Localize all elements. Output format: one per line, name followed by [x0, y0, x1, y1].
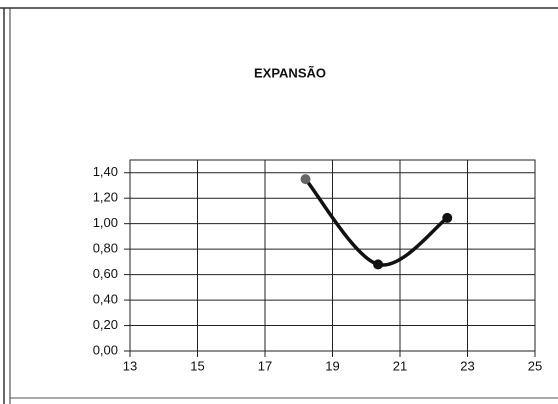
marker — [300, 174, 311, 185]
y-tick-label: 1,40 — [93, 164, 118, 179]
y-tick-label: 0,00 — [93, 342, 118, 357]
y-tick-label: 0,60 — [93, 266, 118, 281]
x-tick-label: 23 — [460, 358, 474, 373]
y-tick-label: 1,00 — [93, 215, 118, 230]
x-tick-label: 15 — [190, 358, 204, 373]
x-tick-label: 25 — [528, 358, 542, 373]
series-line — [304, 177, 449, 267]
marker — [373, 259, 384, 270]
chart-title: EXPANSÃO — [254, 65, 326, 80]
x-tick-label: 19 — [325, 358, 339, 373]
marker — [442, 212, 453, 223]
x-tick-label: 13 — [123, 358, 137, 373]
x-tick-label: 17 — [258, 358, 272, 373]
y-tick-label: 0,40 — [93, 292, 118, 307]
y-tick-label: 0,80 — [93, 241, 118, 256]
x-tick-label: 21 — [393, 358, 407, 373]
y-tick-label: 1,20 — [93, 190, 118, 205]
y-tick-label: 0,20 — [93, 317, 118, 332]
